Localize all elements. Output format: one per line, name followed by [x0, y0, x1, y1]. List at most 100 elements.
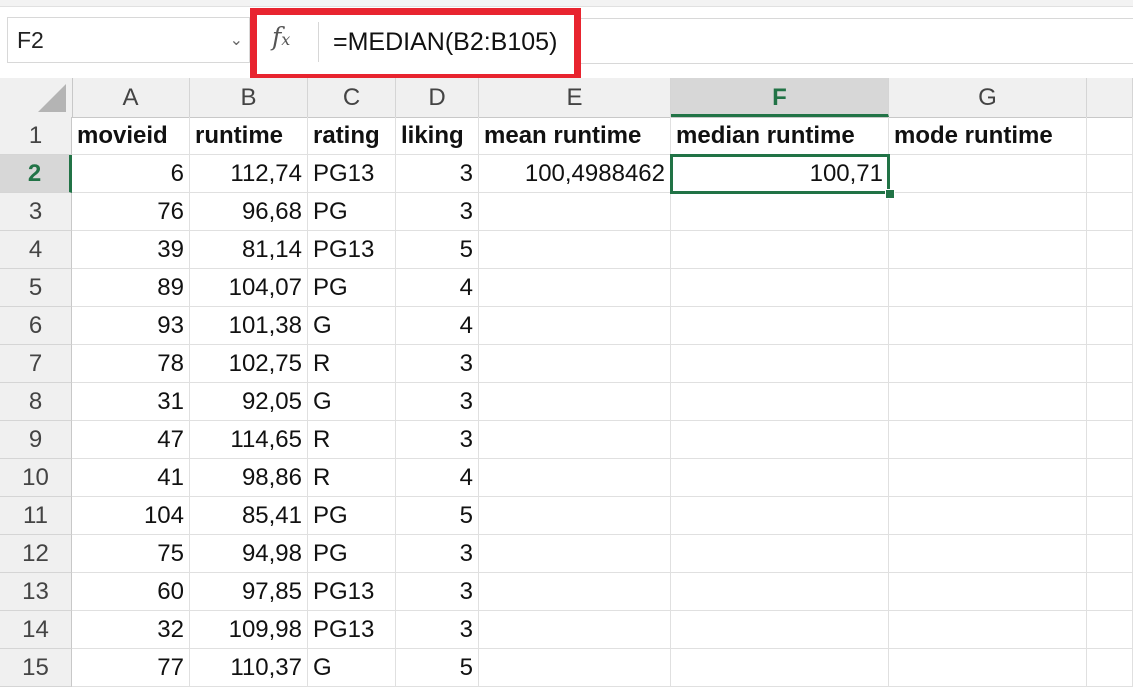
cell-d14[interactable]: 3	[396, 611, 479, 649]
cell-h15[interactable]	[1087, 649, 1133, 687]
cell-c7[interactable]: R	[308, 345, 396, 383]
cell-c5[interactable]: PG	[308, 269, 396, 307]
cell-b11[interactable]: 85,41	[190, 497, 308, 535]
cell-d1[interactable]: liking	[396, 117, 479, 155]
cell-h13[interactable]	[1087, 573, 1133, 611]
column-header-f[interactable]: F	[671, 78, 889, 117]
cell-f5[interactable]	[671, 269, 889, 307]
cell-c1[interactable]: rating	[308, 117, 396, 155]
cell-f1[interactable]: median runtime	[671, 117, 889, 155]
cell-f14[interactable]	[671, 611, 889, 649]
cell-f9[interactable]	[671, 421, 889, 459]
cell-a3[interactable]: 76	[72, 193, 190, 231]
cell-b3[interactable]: 96,68	[190, 193, 308, 231]
cell-c9[interactable]: R	[308, 421, 396, 459]
cell-g15[interactable]	[889, 649, 1087, 687]
cell-e3[interactable]	[479, 193, 671, 231]
cell-d13[interactable]: 3	[396, 573, 479, 611]
column-header-e[interactable]: E	[479, 78, 671, 117]
cell-b15[interactable]: 110,37	[190, 649, 308, 687]
cell-h1[interactable]	[1087, 117, 1133, 155]
cell-c2[interactable]: PG13	[308, 155, 396, 193]
cell-h4[interactable]	[1087, 231, 1133, 269]
cell-a4[interactable]: 39	[72, 231, 190, 269]
cell-g7[interactable]	[889, 345, 1087, 383]
cell-f12[interactable]	[671, 535, 889, 573]
cell-e12[interactable]	[479, 535, 671, 573]
column-header-h[interactable]	[1087, 78, 1133, 117]
function-icon[interactable]: fx	[272, 22, 291, 51]
cell-d11[interactable]: 5	[396, 497, 479, 535]
cell-d8[interactable]: 3	[396, 383, 479, 421]
cell-e11[interactable]	[479, 497, 671, 535]
cell-b1[interactable]: runtime	[190, 117, 308, 155]
cell-b13[interactable]: 97,85	[190, 573, 308, 611]
cell-a12[interactable]: 75	[72, 535, 190, 573]
cell-e9[interactable]	[479, 421, 671, 459]
column-header-a[interactable]: A	[72, 78, 190, 117]
cell-e13[interactable]	[479, 573, 671, 611]
cell-c10[interactable]: R	[308, 459, 396, 497]
cell-h11[interactable]	[1087, 497, 1133, 535]
cell-e5[interactable]	[479, 269, 671, 307]
cell-h9[interactable]	[1087, 421, 1133, 459]
cell-b9[interactable]: 114,65	[190, 421, 308, 459]
cell-f13[interactable]	[671, 573, 889, 611]
cell-c15[interactable]: G	[308, 649, 396, 687]
cell-f3[interactable]	[671, 193, 889, 231]
cell-e8[interactable]	[479, 383, 671, 421]
cell-c8[interactable]: G	[308, 383, 396, 421]
select-all-button[interactable]	[0, 78, 73, 117]
cell-b4[interactable]: 81,14	[190, 231, 308, 269]
name-box[interactable]: F2 ⌄	[7, 17, 250, 63]
row-header-5[interactable]: 5	[0, 269, 72, 307]
cell-f4[interactable]	[671, 231, 889, 269]
cell-h8[interactable]	[1087, 383, 1133, 421]
column-header-c[interactable]: C	[308, 78, 396, 117]
cell-g11[interactable]	[889, 497, 1087, 535]
row-header-10[interactable]: 10	[0, 459, 72, 497]
cell-c3[interactable]: PG	[308, 193, 396, 231]
chevron-down-icon[interactable]: ⌄	[229, 32, 243, 49]
cell-h5[interactable]	[1087, 269, 1133, 307]
cell-b12[interactable]: 94,98	[190, 535, 308, 573]
row-header-8[interactable]: 8	[0, 383, 72, 421]
cell-h3[interactable]	[1087, 193, 1133, 231]
row-header-6[interactable]: 6	[0, 307, 72, 345]
cell-e1[interactable]: mean runtime	[479, 117, 671, 155]
cell-h12[interactable]	[1087, 535, 1133, 573]
cell-e6[interactable]	[479, 307, 671, 345]
cell-e10[interactable]	[479, 459, 671, 497]
spreadsheet-grid[interactable]: A B C D E F G 1 movieid runtime rating liking mean r…	[0, 78, 1133, 687]
cell-g12[interactable]	[889, 535, 1087, 573]
cell-g6[interactable]	[889, 307, 1087, 345]
cell-a6[interactable]: 93	[72, 307, 190, 345]
cell-d2[interactable]: 3	[396, 155, 479, 193]
cell-g10[interactable]	[889, 459, 1087, 497]
cell-c4[interactable]: PG13	[308, 231, 396, 269]
cell-a14[interactable]: 32	[72, 611, 190, 649]
row-header-13[interactable]: 13	[0, 573, 72, 611]
cell-d15[interactable]: 5	[396, 649, 479, 687]
cell-f8[interactable]	[671, 383, 889, 421]
row-header-11[interactable]: 11	[0, 497, 72, 535]
cell-g9[interactable]	[889, 421, 1087, 459]
cell-d10[interactable]: 4	[396, 459, 479, 497]
cell-c13[interactable]: PG13	[308, 573, 396, 611]
cell-a5[interactable]: 89	[72, 269, 190, 307]
cell-h14[interactable]	[1087, 611, 1133, 649]
cell-a13[interactable]: 60	[72, 573, 190, 611]
cell-h6[interactable]	[1087, 307, 1133, 345]
column-header-b[interactable]: B	[190, 78, 308, 117]
cell-c11[interactable]: PG	[308, 497, 396, 535]
cell-e14[interactable]	[479, 611, 671, 649]
cell-f7[interactable]	[671, 345, 889, 383]
cell-c14[interactable]: PG13	[308, 611, 396, 649]
row-header-3[interactable]: 3	[0, 193, 72, 231]
cell-a7[interactable]: 78	[72, 345, 190, 383]
cell-a15[interactable]: 77	[72, 649, 190, 687]
cell-e7[interactable]	[479, 345, 671, 383]
cell-g2[interactable]	[889, 155, 1087, 193]
fill-handle[interactable]	[885, 189, 895, 199]
cell-g8[interactable]	[889, 383, 1087, 421]
